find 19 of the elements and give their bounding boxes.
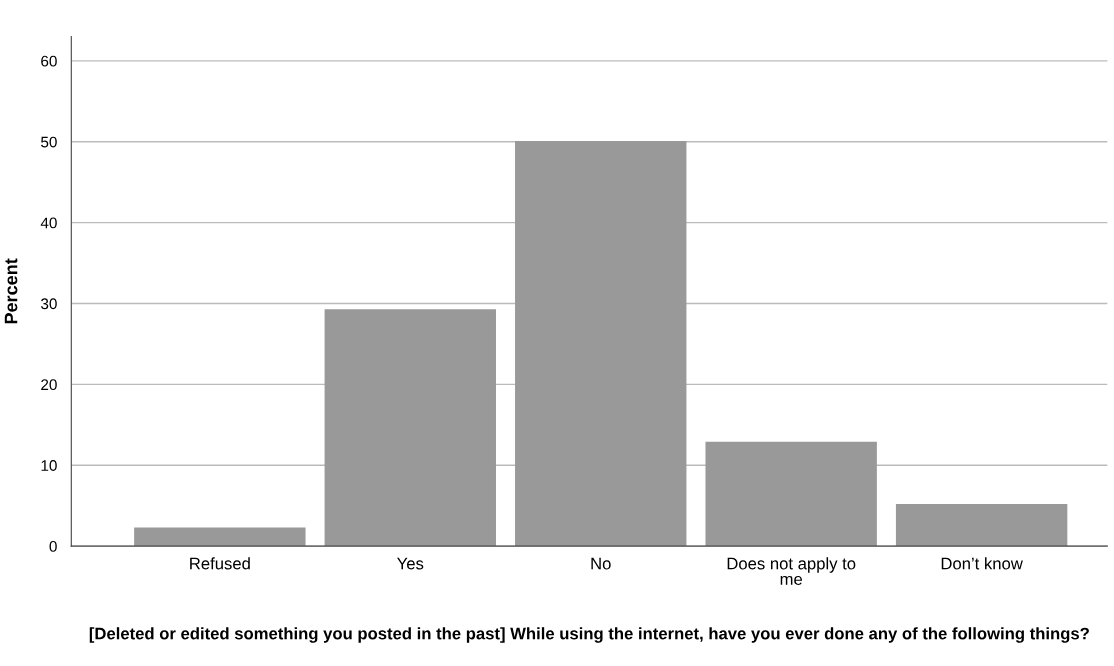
x-tick-label: Refused [190,557,250,570]
y-tick-label: 30 [41,298,57,310]
y-tick-label: 50 [41,136,57,148]
bar [515,140,687,547]
y-axis-title: Percent [4,258,18,324]
y-tick-label: 10 [41,460,57,471]
x-tick-label: Don’t know [941,557,1023,570]
bar [324,309,496,547]
bar [134,527,306,547]
x-tick-label: No [591,557,611,570]
x-tick-label: Yes [397,557,424,570]
bar [895,504,1068,547]
bar [705,441,877,547]
x-tick-label: Does not apply to me [727,557,856,586]
x-axis-title: [Deleted or edited something you posted in the past] While using the internet, have you ever done any of the following things? [89,627,1089,643]
y-tick-label: 60 [41,55,57,67]
y-tick-label: 40 [40,217,57,229]
y-tick-label: 20 [41,379,57,391]
y-tick-label: 0 [49,540,57,552]
